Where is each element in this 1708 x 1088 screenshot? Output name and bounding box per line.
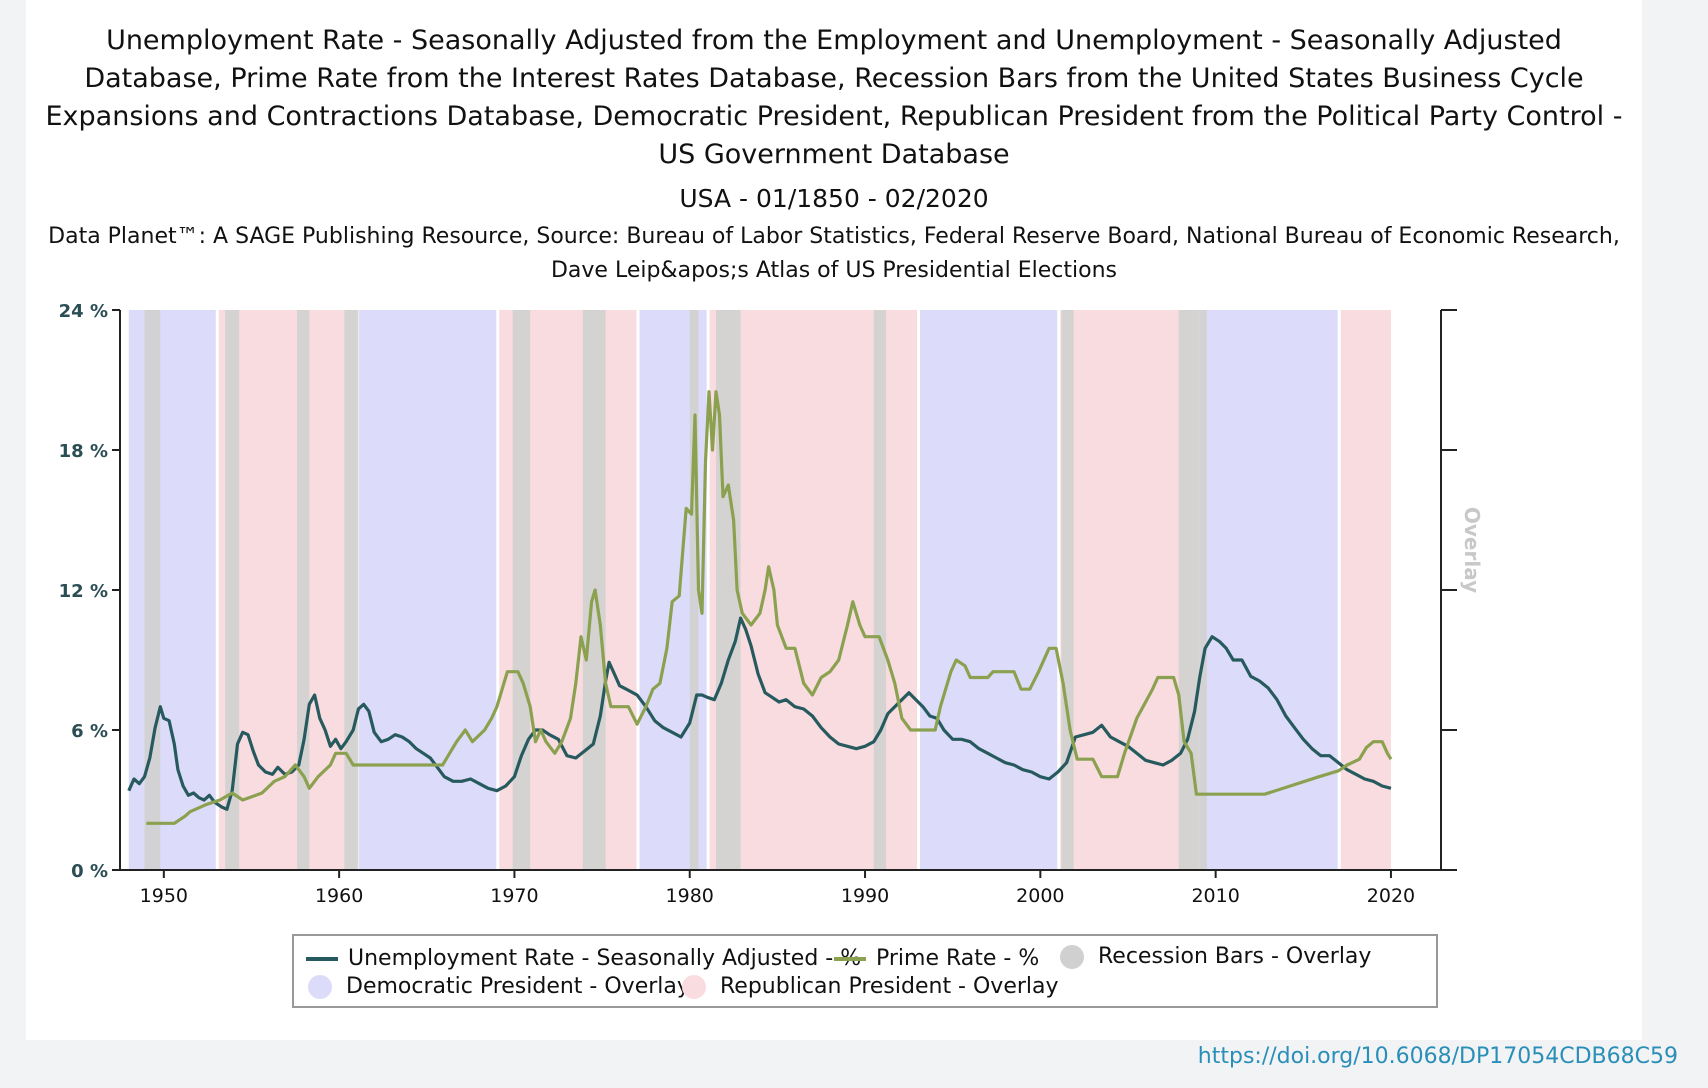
recession-bar-3 [344,310,359,870]
y-tick-label-4: 24 % [59,301,108,322]
legend-swatch-recession [1060,944,1084,969]
recession-bar-0 [144,310,161,870]
legend-item-prime-rate: Prime Rate - % [834,946,1039,971]
democratic-band-4 [1198,310,1340,870]
legend-swatch-prime-rate [834,956,866,961]
x-tick-label-6: 2010 [1191,885,1239,907]
republican-band-3 [1058,310,1199,870]
democratic-band-1 [357,310,498,870]
prime-rate-line [146,390,1393,825]
unemployment-rate-line [127,616,1392,811]
legend-label-unemployment: Unemployment Rate - Seasonally Adjusted … [348,946,862,971]
x-tick-label-2: 1970 [490,885,538,907]
republican-band-0 [217,310,358,870]
recession-bar-4 [512,310,531,870]
chart-source: Data Planet™: A SAGE Publishing Resource… [48,224,1620,283]
legend-label-recession: Recession Bars - Overlay [1098,944,1372,969]
recession-bar-10 [1178,310,1207,870]
x-tick-label-5: 2000 [1016,885,1064,907]
legend-item-democratic: Democratic President - Overlay [308,974,690,999]
right-axis-label: Overlay [1460,507,1484,593]
legend-item-republican: Republican President - Overlay [682,974,1059,999]
legend-label-republican: Republican President - Overlay [720,974,1059,999]
legend-item-recession: Recession Bars - Overlay [1060,944,1371,969]
legend-label-democratic: Democratic President - Overlay [346,974,690,999]
y-tick-label-2: 12 % [59,581,108,602]
democratic-band-0 [128,310,218,870]
x-tick-label-3: 1980 [666,885,714,907]
chart-plot: 0 % 6 % 12 % 18 % 24 % 1950 1960 1970 1980 1990 20… [59,301,1484,907]
x-tick-label-1: 1960 [315,885,363,907]
y-tick-label-1: 6 % [71,721,108,742]
democratic-band-3 [918,310,1059,870]
legend-swatch-republican [682,974,706,999]
chart-legend: Unemployment Rate - Seasonally Adjusted … [292,934,1438,1008]
legend-swatch-democratic [308,974,332,999]
legend-item-unemployment: Unemployment Rate - Seasonally Adjusted … [306,946,861,971]
chart-subtitle: USA - 01/1850 - 02/2020 [679,184,989,213]
recession-bar-6 [689,310,699,870]
recession-bar-1 [225,310,240,870]
legend-swatch-unemployment [306,956,338,961]
doi-link[interactable]: https://doi.org/10.6068/DP17054CDB68C59 [1197,1044,1678,1069]
x-tick-label-4: 1990 [841,885,889,907]
y-tick-label-3: 18 % [59,441,108,462]
chart-title: Unemployment Rate - Seasonally Adjusted … [45,25,1623,170]
x-tick-label-0: 1950 [140,885,188,907]
chart-panel: Unemployment Rate - Seasonally Adjusted … [26,0,1642,1040]
legend-label-prime-rate: Prime Rate - % [876,946,1040,971]
y-tick-label-0: 0 % [71,861,108,882]
recession-bar-8 [873,310,887,870]
x-tick-label-7: 2020 [1367,885,1415,907]
republican-band-4 [1339,310,1391,870]
recession-bar-9 [1061,310,1074,870]
chart-header: Unemployment Rate - Seasonally Adjusted … [26,22,1642,288]
